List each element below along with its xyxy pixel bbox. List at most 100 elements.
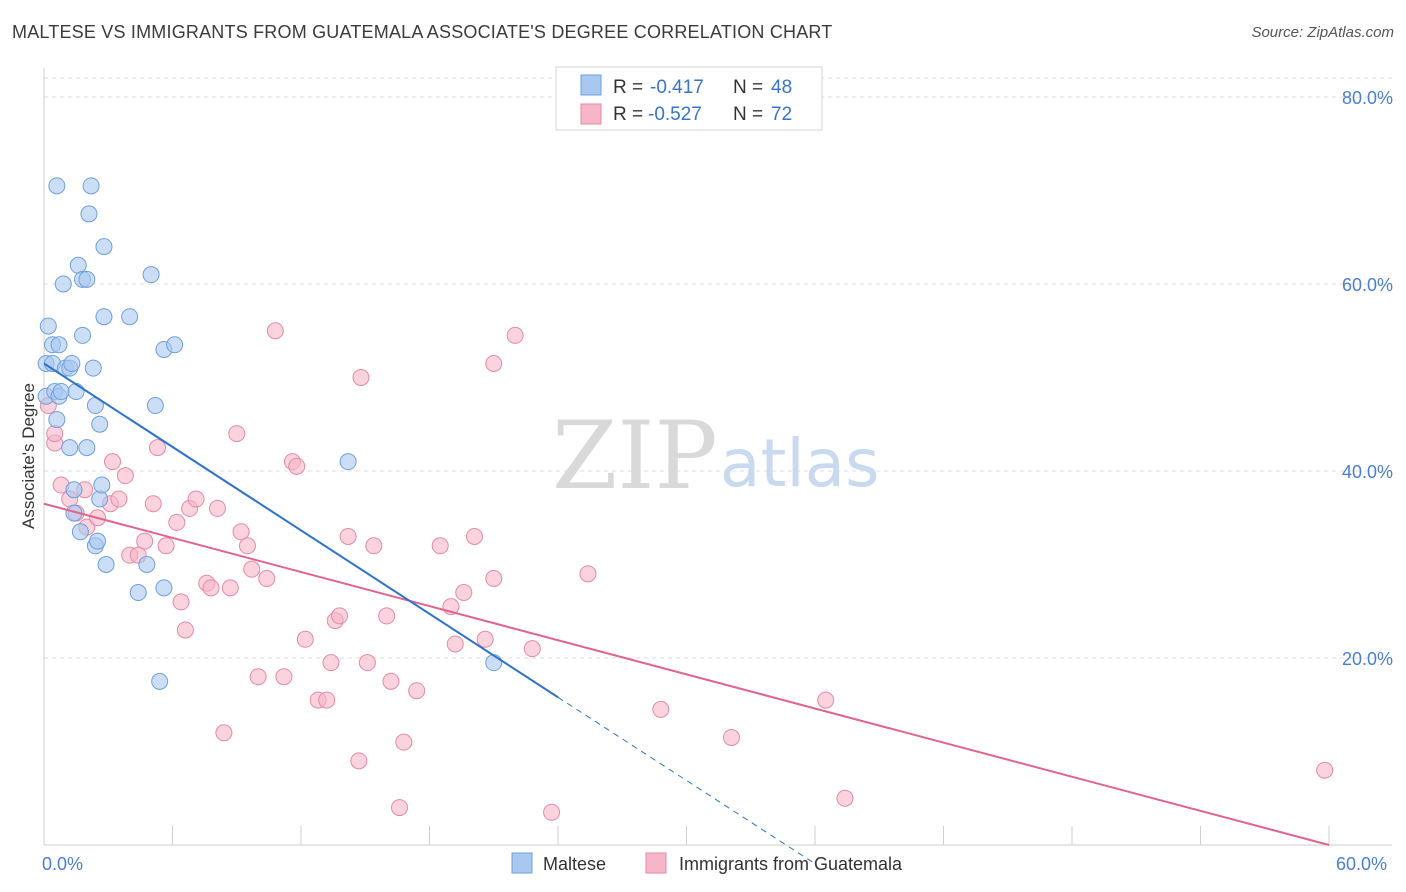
guatemala-point (238, 537, 256, 555)
maltese-point (84, 359, 102, 377)
guatemala-point (652, 700, 670, 718)
stats-r-label-guatemala: R = (613, 104, 643, 125)
stats-n-label-maltese: N = (733, 77, 763, 98)
data-points (37, 177, 1334, 821)
guatemala-point (350, 752, 368, 770)
maltese-point (155, 579, 173, 597)
guatemala-point (168, 513, 186, 531)
x-tick-label-min: 0.0% (42, 854, 83, 874)
maltese-point (95, 238, 113, 256)
guatemala-point (543, 803, 561, 821)
guatemala-point (208, 499, 226, 517)
legend-swatch-maltese (511, 852, 533, 874)
guatemala-point (46, 425, 64, 443)
guatemala-point (579, 565, 597, 583)
maltese-point (52, 383, 70, 401)
guatemala-point (395, 733, 413, 751)
guatemala-point (523, 640, 541, 658)
maltese-point (91, 490, 109, 508)
stats-n-label-guatemala: N = (733, 104, 763, 125)
guatemala-point (157, 537, 175, 555)
guatemala-point (352, 369, 370, 386)
maltese-point (54, 275, 72, 293)
guatemala-point (221, 579, 239, 597)
maltese-point (39, 317, 57, 335)
stats-r-value-guatemala: -0.527 (648, 104, 702, 125)
legend-label-maltese: Maltese (543, 854, 606, 874)
guatemala-point (215, 724, 233, 742)
maltese-point (339, 453, 357, 471)
guatemala-point (202, 579, 220, 597)
guatemala-point (296, 630, 314, 648)
guatemala-point (836, 789, 854, 807)
trend-lines (43, 362, 1330, 865)
maltese-point (142, 266, 160, 284)
guatemala-point (506, 326, 524, 344)
guatemala-trend-line (43, 502, 1330, 846)
guatemala-point (465, 527, 483, 545)
maltese-point (69, 256, 87, 274)
chart-title: MALTESE VS IMMIGRANTS FROM GUATEMALA ASS… (12, 22, 833, 42)
maltese-point (121, 308, 139, 326)
maltese-point (48, 411, 66, 429)
watermark-atlas: atlas (720, 425, 880, 502)
legend-swatch-guatemala (645, 852, 667, 874)
maltese-point (485, 654, 503, 672)
guatemala-point (485, 354, 503, 372)
guatemala-point (817, 691, 835, 709)
y-tick-label: 80.0% (1342, 88, 1393, 108)
y-tick-label: 20.0% (1342, 649, 1393, 669)
guatemala-point (243, 560, 261, 578)
maltese-point (67, 383, 85, 401)
guatemala-point (110, 490, 128, 508)
guatemala-point (172, 593, 190, 611)
maltese-point (89, 532, 107, 550)
guatemala-point (391, 799, 409, 817)
guatemala-point (266, 322, 284, 340)
y-axis-title: Associate's Degree (19, 383, 38, 529)
stats-swatch-guatemala (580, 103, 602, 125)
stats-n-value-maltese: 48 (771, 77, 792, 98)
guatemala-point (144, 495, 162, 513)
guatemala-point (485, 570, 503, 588)
guatemala-point (136, 532, 154, 550)
maltese-point (151, 672, 169, 690)
maltese-point (48, 177, 66, 195)
guatemala-point (408, 682, 426, 700)
maltese-trend-extension (557, 696, 816, 865)
maltese-trend-line (43, 362, 559, 699)
maltese-point (78, 270, 96, 288)
source-label: Source: ZipAtlas.com (1251, 24, 1394, 41)
guatemala-point (455, 584, 473, 602)
guatemala-point (249, 668, 267, 686)
maltese-point (97, 556, 115, 573)
guatemala-point (378, 607, 396, 625)
guatemala-point (365, 537, 383, 555)
guatemala-point (288, 457, 306, 475)
maltese-point (166, 336, 184, 354)
y-axis-tick-labels: 20.0% 40.0% 60.0% 80.0% (1342, 88, 1393, 669)
stats-swatch-maltese (580, 74, 602, 96)
guatemala-point (176, 621, 194, 639)
maltese-point (129, 584, 147, 602)
guatemala-point (228, 425, 246, 443)
maltese-point (80, 205, 98, 223)
maltese-point (74, 326, 92, 344)
maltese-point (138, 556, 156, 573)
guatemala-point (339, 527, 357, 545)
x-tick-label-max: 60.0% (1336, 854, 1387, 874)
maltese-point (146, 397, 164, 415)
legend-label-guatemala: Immigrants from Guatemala (679, 854, 903, 874)
guatemala-point (149, 439, 167, 457)
guatemala-point (382, 672, 400, 690)
guatemala-point (331, 607, 349, 625)
guatemala-point (1316, 761, 1334, 779)
stats-r-label-maltese: R = (613, 77, 643, 98)
guatemala-point (187, 490, 205, 508)
maltese-point (71, 523, 89, 541)
maltese-point (61, 439, 79, 457)
guatemala-point (358, 654, 376, 672)
maltese-point (82, 177, 100, 195)
legend: Maltese Immigrants from Guatemala (511, 852, 903, 874)
